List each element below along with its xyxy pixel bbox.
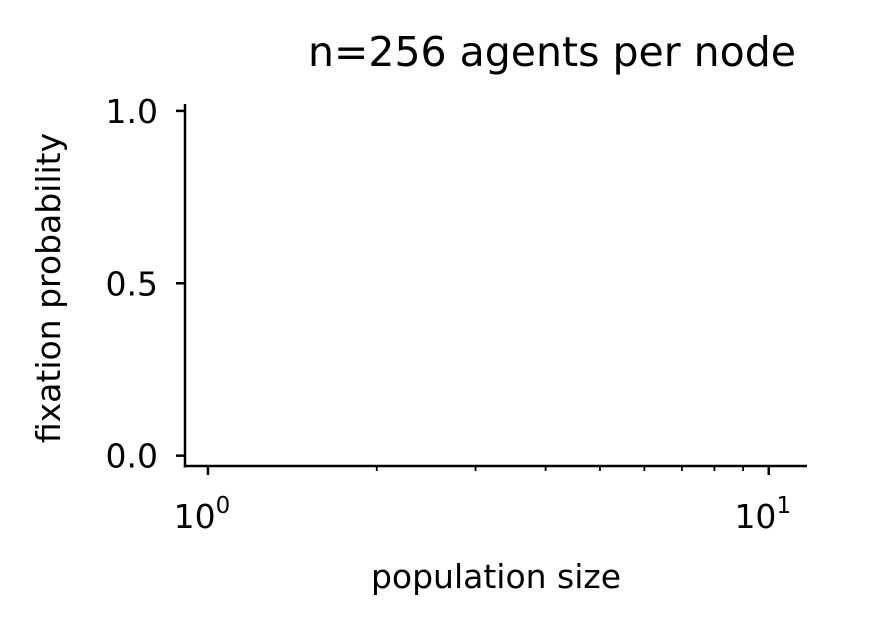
y-tick-label-2: 1.0	[106, 92, 158, 131]
x-tick-label-1: 101	[734, 493, 791, 536]
axes: 0.0 0.5 1.0 100 101	[106, 92, 807, 536]
x-tick-exponent-0: 0	[216, 493, 231, 519]
x-tick-label-0: 100	[174, 493, 231, 536]
x-axis-label: population size	[371, 557, 621, 596]
chart-title: n=256 agents per node	[308, 28, 796, 76]
x-tick-exponent-1: 1	[776, 493, 791, 519]
y-tick-label-0: 0.0	[106, 437, 158, 476]
y-axis-label: fixation probability	[29, 133, 68, 443]
y-tick-label-1: 0.5	[106, 264, 158, 303]
